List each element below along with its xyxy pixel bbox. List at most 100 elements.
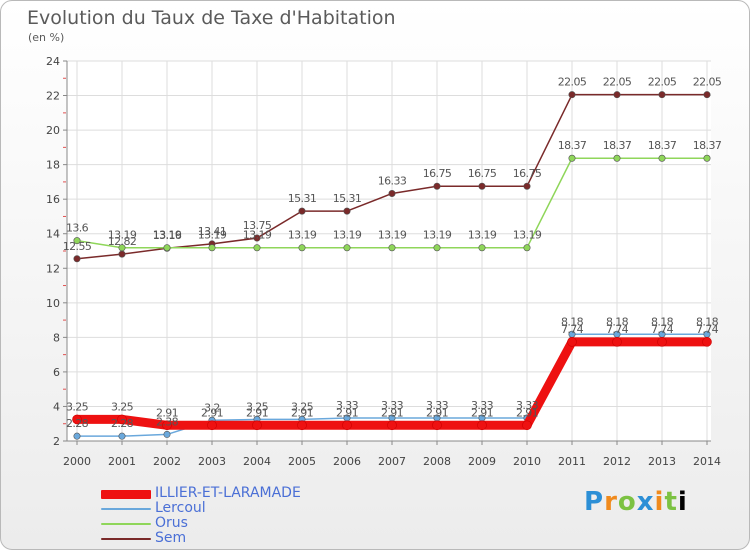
chart-subtitle: (en %) xyxy=(28,31,65,44)
data-label: 18.37 xyxy=(558,139,587,152)
data-point xyxy=(207,420,217,431)
data-label: 13.6 xyxy=(66,222,89,235)
x-tick-label: 2001 xyxy=(108,455,136,468)
x-tick-label: 2010 xyxy=(513,455,541,468)
data-label: 18.37 xyxy=(603,139,632,152)
data-label: 2.38 xyxy=(156,415,179,428)
data-label: 8.18 xyxy=(561,315,584,328)
data-label: 2.91 xyxy=(381,406,403,419)
data-point xyxy=(208,244,216,252)
data-point xyxy=(478,244,486,252)
data-point xyxy=(342,420,352,431)
data-label: 3.25 xyxy=(246,400,269,413)
data-point xyxy=(163,244,171,252)
data-label: 3.33 xyxy=(426,399,449,412)
data-label: 2.91 xyxy=(291,406,313,419)
legend-swatch xyxy=(101,508,151,510)
data-label: 16.75 xyxy=(423,167,452,180)
data-label: 13.19 xyxy=(378,229,407,242)
data-label: 22.05 xyxy=(558,76,587,89)
data-label: 13.75 xyxy=(243,219,272,232)
data-point xyxy=(298,207,306,215)
data-label: 8.18 xyxy=(651,315,674,328)
data-point xyxy=(117,414,127,425)
x-tick-label: 2011 xyxy=(558,455,586,468)
data-label: 13.19 xyxy=(468,229,497,242)
data-label: 3.25 xyxy=(111,400,134,413)
data-point xyxy=(432,420,442,431)
data-label: 2.91 xyxy=(336,406,358,419)
x-tick-label: 2003 xyxy=(198,455,226,468)
x-tick-label: 2005 xyxy=(288,455,316,468)
data-point xyxy=(298,244,306,252)
data-label: 18.37 xyxy=(648,139,677,152)
data-label: 3.33 xyxy=(471,399,494,412)
data-label: 22.05 xyxy=(693,76,722,89)
data-label: 7.74 xyxy=(696,323,719,336)
data-label: 13.19 xyxy=(243,229,272,242)
data-label: 15.31 xyxy=(333,192,362,205)
data-point xyxy=(73,432,81,440)
data-label: 7.74 xyxy=(606,323,629,336)
data-point xyxy=(523,182,531,190)
data-point xyxy=(343,244,351,252)
legend-label: Orus xyxy=(155,515,188,531)
data-label: 13.19 xyxy=(108,229,137,242)
x-tick-label: 2012 xyxy=(603,455,631,468)
data-label: 13.19 xyxy=(288,229,317,242)
data-label: 12.55 xyxy=(63,240,92,253)
data-point xyxy=(433,182,441,190)
y-tick-label: 2 xyxy=(53,435,60,448)
data-label: 3.33 xyxy=(336,399,359,412)
proxiti-logo: Proxiti xyxy=(584,487,688,517)
data-point xyxy=(702,337,712,347)
data-point xyxy=(703,91,711,99)
x-tick-label: 2002 xyxy=(153,455,181,468)
x-tick-label: 2014 xyxy=(693,455,721,468)
data-label: 3.25 xyxy=(291,400,314,413)
data-point xyxy=(118,244,126,252)
data-label: 13.41 xyxy=(198,225,227,238)
data-point xyxy=(343,207,351,215)
data-point xyxy=(252,420,262,431)
y-tick-label: 8 xyxy=(53,331,60,344)
data-point xyxy=(703,154,711,162)
y-tick-label: 14 xyxy=(46,228,60,241)
data-point xyxy=(613,91,621,99)
data-label: 7.74 xyxy=(651,323,674,336)
data-point xyxy=(73,255,81,263)
data-point xyxy=(433,244,441,252)
data-point xyxy=(522,420,532,431)
data-label: 2.91 xyxy=(516,406,538,419)
data-point xyxy=(73,237,81,245)
data-label: 2.91 xyxy=(426,406,448,419)
y-tick-label: 18 xyxy=(46,159,60,172)
data-label: 22.05 xyxy=(603,76,632,89)
data-label: 15.31 xyxy=(288,192,317,205)
data-point xyxy=(72,414,82,425)
legend-label: ILLIER-ET-LARAMADE xyxy=(155,485,301,501)
y-tick-label: 24 xyxy=(46,55,60,68)
y-tick-label: 6 xyxy=(53,366,60,379)
data-label: 2.91 xyxy=(156,406,178,419)
y-tick-label: 16 xyxy=(46,193,60,206)
chart-title: Evolution du Taux de Taxe d'Habitation xyxy=(27,7,396,29)
x-tick-label: 2008 xyxy=(423,455,451,468)
data-point xyxy=(118,250,126,258)
data-label: 7.74 xyxy=(561,323,584,336)
plot-area xyxy=(67,61,711,441)
data-point xyxy=(297,420,307,431)
data-point xyxy=(162,420,172,431)
data-point xyxy=(477,420,487,431)
data-point xyxy=(568,91,576,99)
data-label: 2.28 xyxy=(66,417,89,430)
data-label: 3.33 xyxy=(381,399,404,412)
x-tick-label: 2013 xyxy=(648,455,676,468)
data-label: 3.33 xyxy=(516,399,539,412)
x-tick-label: 2000 xyxy=(63,455,91,468)
data-label: 2.91 xyxy=(201,406,223,419)
data-label: 16.75 xyxy=(468,167,497,180)
data-label: 13.19 xyxy=(513,229,542,242)
